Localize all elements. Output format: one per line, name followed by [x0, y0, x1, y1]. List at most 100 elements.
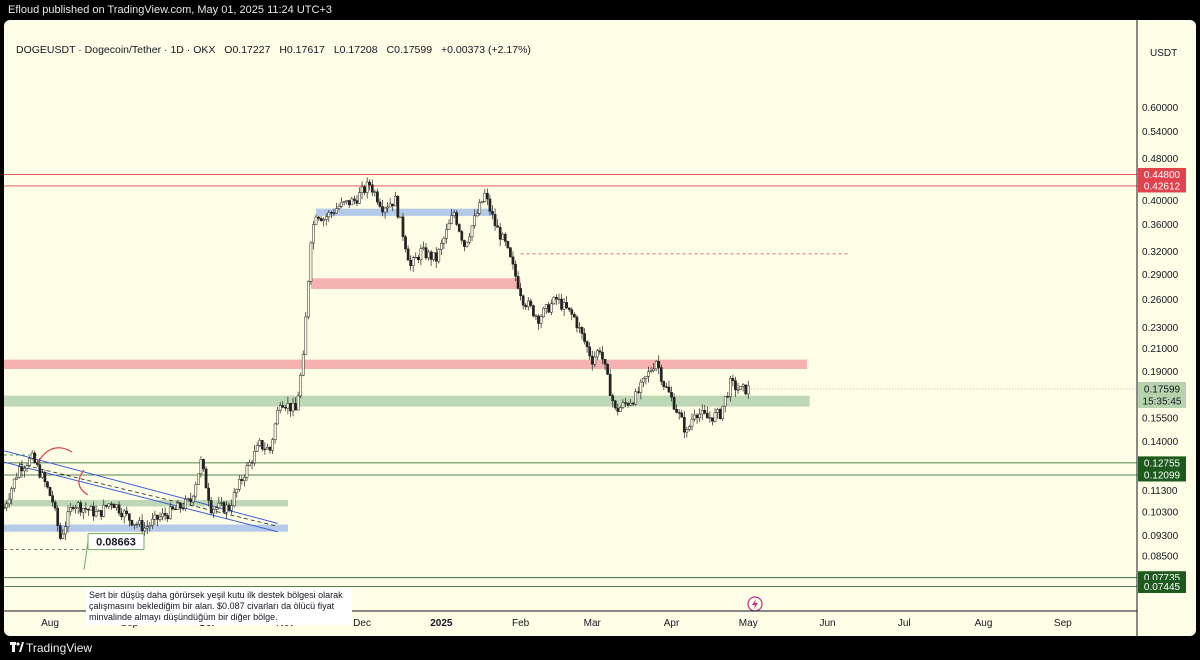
- candle-body: [61, 533, 65, 539]
- candle-body: [243, 477, 246, 481]
- y-tick-label: 0.32000: [1142, 247, 1179, 258]
- candle-body: [363, 186, 366, 193]
- candle-body: [657, 361, 661, 368]
- candle-body: [25, 465, 29, 469]
- candle-body: [347, 200, 351, 206]
- channel-mid-line: [19, 463, 276, 527]
- level-price-text: 0.07445: [1144, 582, 1181, 593]
- candle-body: [186, 498, 190, 500]
- candle-body: [642, 377, 645, 383]
- channel-lower-line: [4, 461, 278, 533]
- candle-body: [64, 526, 67, 535]
- candle-body: [537, 315, 540, 324]
- candle-body: [191, 495, 195, 503]
- x-tick-label: Jun: [819, 618, 835, 629]
- candle-body: [411, 257, 415, 267]
- chart-canvas[interactable]: 0.08663 0.60000 0.54000 0.48000 0.40000 0.36…: [4, 20, 1196, 636]
- candle-body: [112, 503, 116, 509]
- candle-body: [15, 477, 19, 480]
- annotation-layer: 0.08663: [83, 533, 763, 612]
- candle-body: [544, 304, 548, 309]
- candle-body: [92, 506, 95, 517]
- currency-label[interactable]: USDT: [1150, 48, 1178, 59]
- candle-body: [7, 498, 11, 505]
- y-tick-label: 0.26000: [1142, 295, 1179, 306]
- candle-body: [452, 212, 456, 216]
- annotation-note: Sert bir düşüş daha görürsek yeşil kutu …: [86, 588, 352, 625]
- candle-body: [179, 502, 182, 509]
- candle-body: [437, 249, 441, 262]
- candle-body: [330, 212, 333, 214]
- candle-body: [38, 464, 42, 478]
- candle-body: [202, 459, 205, 470]
- chart-frame[interactable]: 0.08663 0.60000 0.54000 0.48000 0.40000 0.36…: [4, 20, 1196, 636]
- level-price-text: 0.44800: [1144, 170, 1181, 181]
- change-value: +0.00373 (+2.17%): [441, 44, 531, 56]
- candle-body: [163, 513, 167, 516]
- candle-body: [626, 403, 630, 406]
- level-price-text: 0.12099: [1144, 471, 1181, 482]
- candle-body: [519, 288, 522, 297]
- candle-body: [501, 233, 505, 240]
- candle-body: [578, 327, 581, 329]
- candle-body: [20, 466, 24, 472]
- candle-body: [199, 459, 203, 475]
- candle-body: [365, 181, 369, 193]
- candle-body: [309, 242, 313, 282]
- candle-body: [301, 354, 305, 376]
- candle-body: [197, 473, 200, 485]
- candle-body: [465, 241, 469, 247]
- candle-body: [406, 248, 410, 261]
- y-tick-label: 0.14000: [1142, 437, 1179, 448]
- candle-body: [675, 409, 678, 413]
- candle-body: [665, 386, 668, 388]
- candle-body: [716, 409, 719, 413]
- candle-body: [700, 410, 704, 415]
- candle-body: [143, 527, 147, 532]
- current-price-tag: [1138, 381, 1186, 408]
- candle-body: [624, 402, 627, 404]
- x-tick-label: Aug: [41, 618, 59, 629]
- arrow-curve: [78, 469, 89, 496]
- candle-body: [268, 447, 272, 451]
- candle-body: [509, 247, 512, 258]
- y-tick-label: 0.11300: [1142, 486, 1178, 497]
- level-price-text: 0.12755: [1144, 458, 1181, 469]
- candle-body: [145, 526, 149, 529]
- candle-body: [207, 487, 210, 501]
- symbol-name[interactable]: DOGEUSDT · Dogecoin/Tether · 1D · OKX: [16, 44, 216, 56]
- countdown-text: 15:35:45: [1143, 396, 1182, 407]
- x-tick-label: Sep: [1054, 618, 1072, 629]
- candle-body: [276, 410, 280, 425]
- y-tick-label: 0.08500: [1142, 552, 1179, 563]
- footer-brand[interactable]: TradingView: [26, 641, 93, 655]
- candle-body: [76, 502, 80, 508]
- candle-body: [662, 381, 666, 387]
- candle-body: [728, 378, 732, 397]
- candle-body: [652, 368, 655, 371]
- candle-body: [629, 402, 632, 406]
- candle-body: [399, 216, 402, 218]
- candle-body: [230, 505, 233, 511]
- candle-body: [166, 515, 170, 520]
- candle-body: [56, 507, 60, 526]
- candle-body: [84, 508, 88, 510]
- candle-body: [370, 184, 374, 193]
- candle-body: [289, 403, 292, 412]
- candle-body: [506, 241, 510, 248]
- candle-body: [468, 236, 471, 243]
- candle-body: [565, 302, 569, 309]
- tradingview-logo-icon: [10, 642, 24, 652]
- candle-body: [35, 462, 39, 465]
- candle-body: [130, 520, 134, 526]
- candle-body: [342, 201, 346, 203]
- candle-body: [695, 414, 699, 419]
- candle-body: [140, 520, 144, 532]
- candle-body: [335, 208, 338, 214]
- candle-body: [304, 316, 308, 355]
- candle-body: [184, 499, 187, 509]
- candle-body: [493, 214, 497, 227]
- candle-body: [639, 381, 643, 393]
- candle-body: [580, 327, 584, 334]
- candle-body: [283, 407, 287, 409]
